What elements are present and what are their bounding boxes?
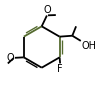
Text: O: O: [44, 5, 51, 15]
Text: O: O: [7, 53, 14, 63]
Text: OH: OH: [81, 41, 96, 51]
Text: F: F: [57, 64, 63, 74]
